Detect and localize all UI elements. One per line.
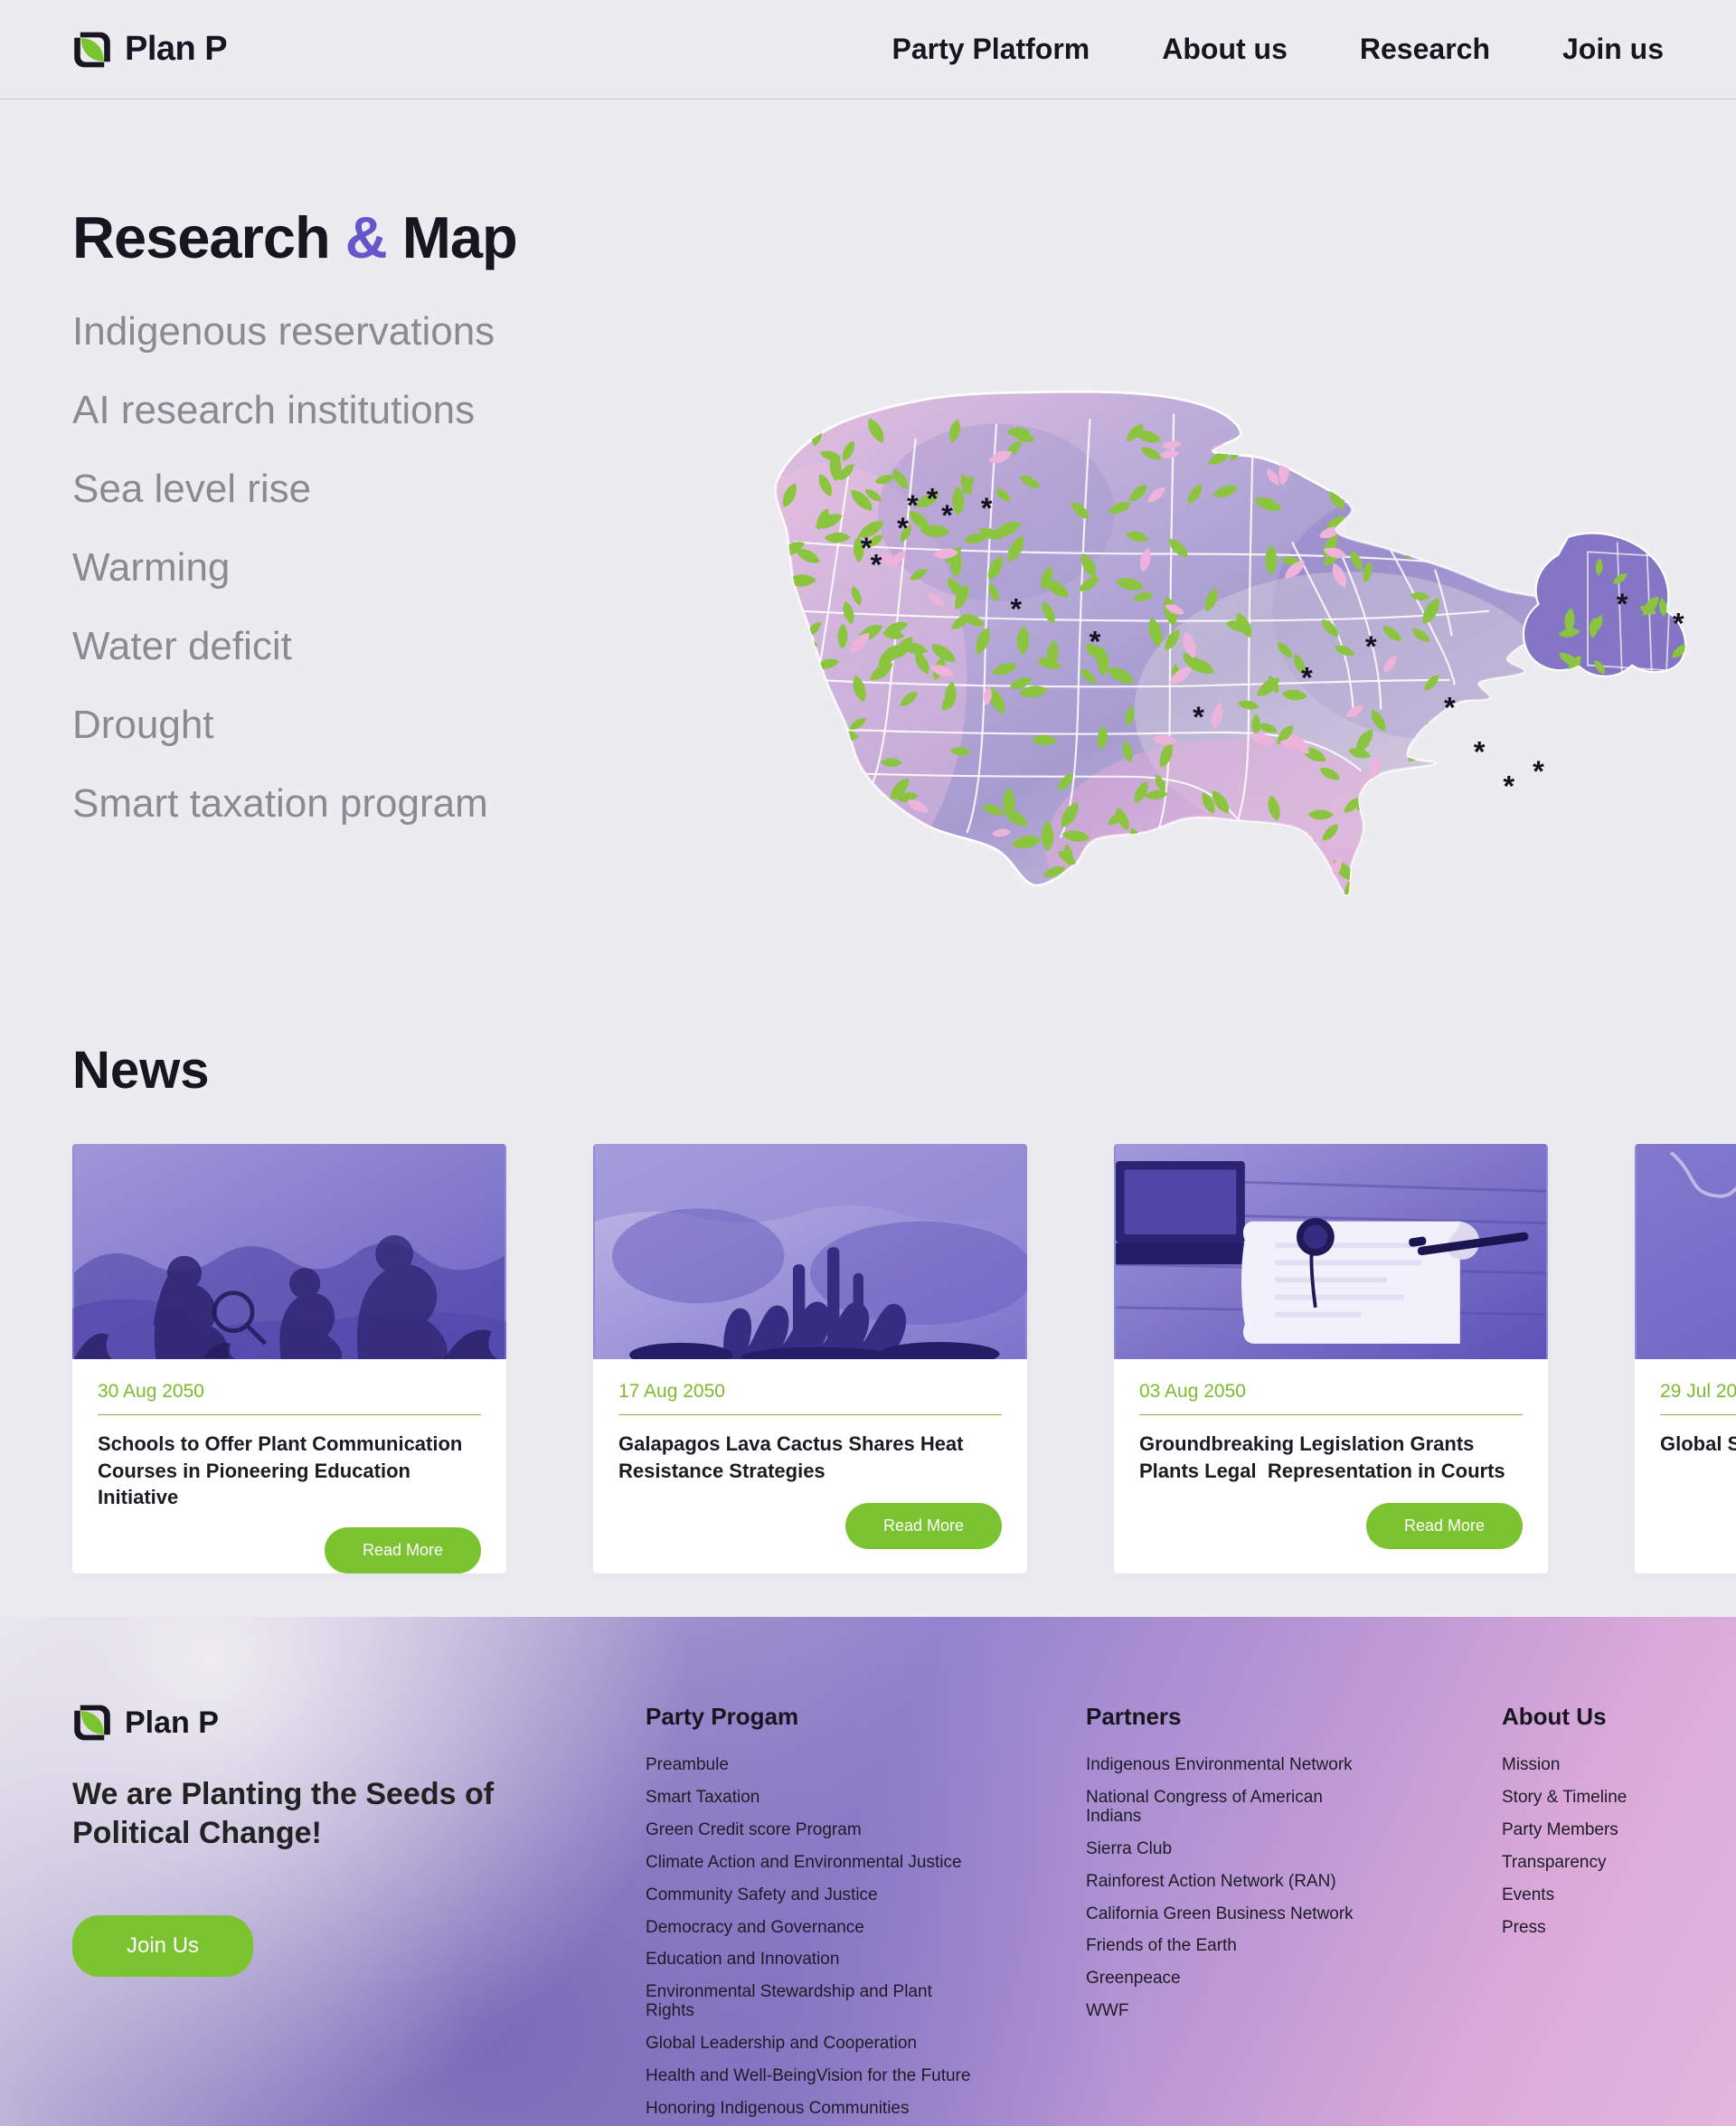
- svg-text:*: *: [1474, 734, 1486, 768]
- svg-text:*: *: [1533, 754, 1544, 788]
- svg-text:*: *: [1010, 591, 1022, 625]
- svg-text:*: *: [1193, 700, 1204, 733]
- svg-text:*: *: [1301, 661, 1313, 694]
- svg-text:*: *: [1090, 624, 1101, 657]
- svg-text:*: *: [1673, 607, 1684, 640]
- svg-text:*: *: [871, 547, 882, 581]
- svg-text:*: *: [941, 498, 953, 532]
- svg-text:*: *: [907, 488, 919, 522]
- svg-text:*: *: [981, 491, 993, 524]
- svg-text:*: *: [1503, 770, 1514, 803]
- svg-text:*: *: [1617, 587, 1628, 620]
- svg-text:*: *: [1444, 690, 1456, 723]
- svg-text:*: *: [897, 511, 909, 544]
- svg-text:*: *: [1365, 629, 1377, 663]
- svg-text:*: *: [927, 481, 939, 515]
